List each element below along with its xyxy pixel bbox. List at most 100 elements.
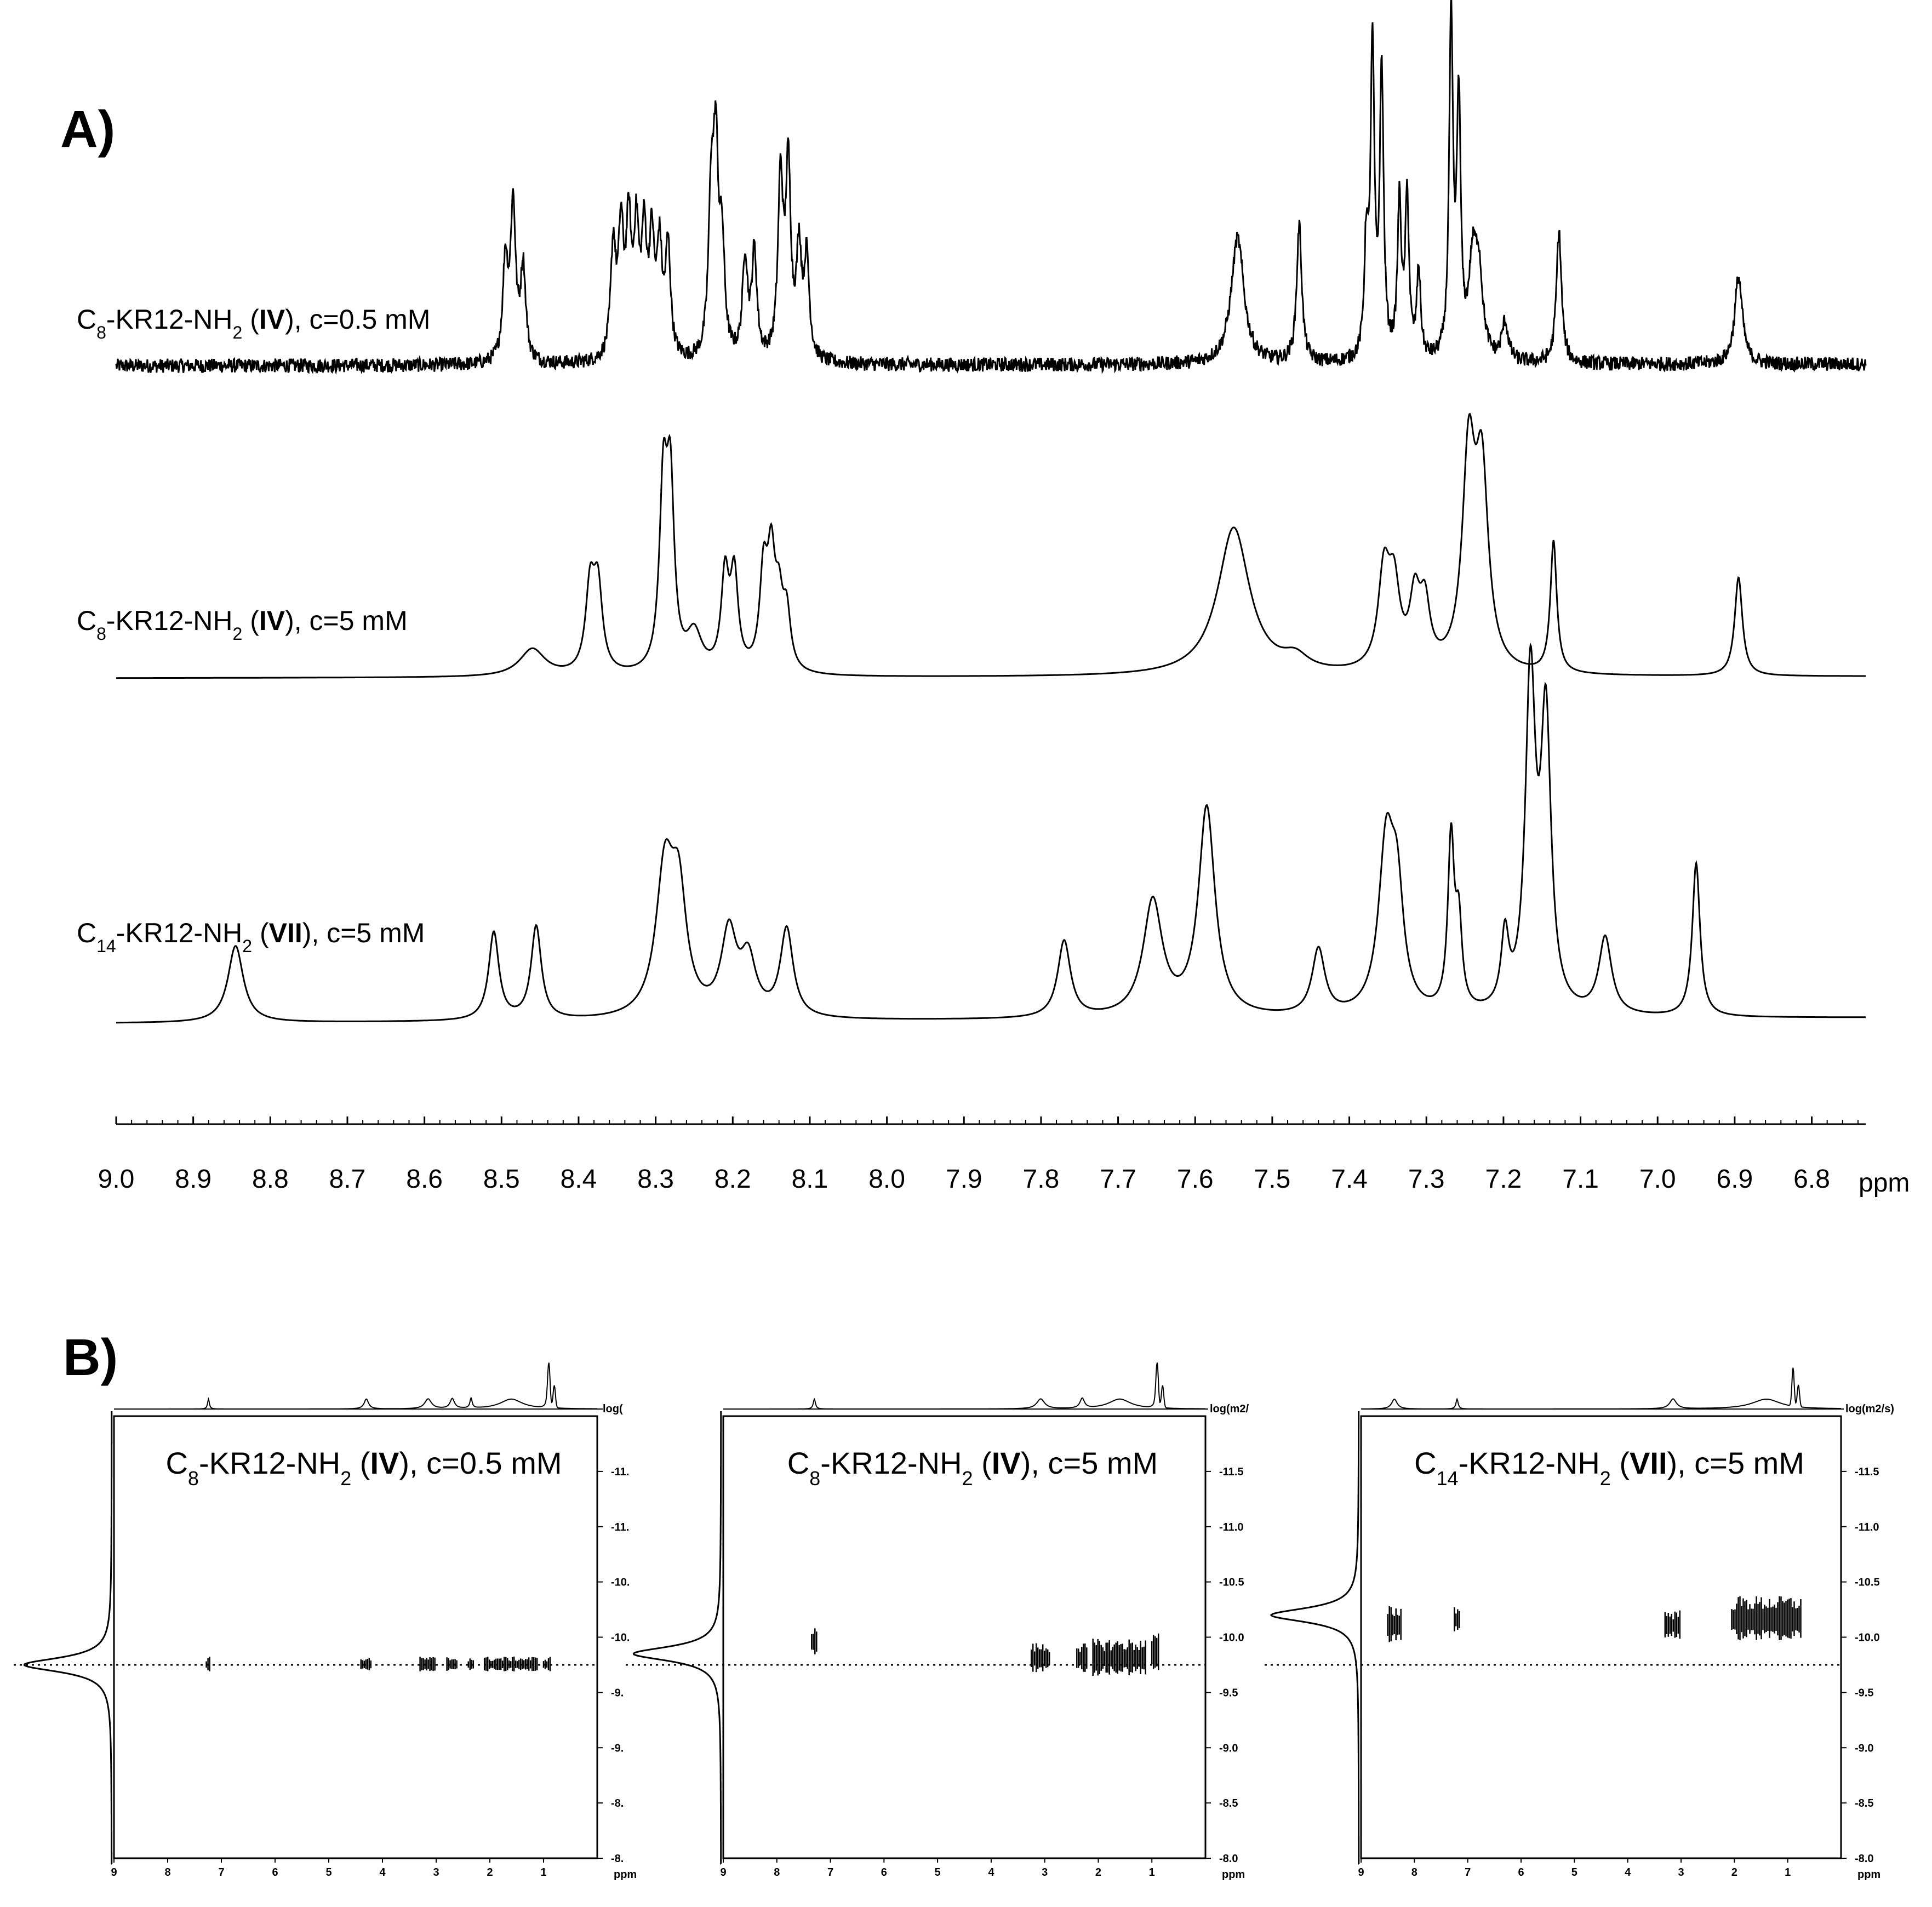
spectrum-line xyxy=(116,413,1866,679)
x-tick-label: 6 xyxy=(1518,1866,1524,1879)
x-tick-label: 2 xyxy=(487,1866,493,1879)
y-tick-label: -10.5 xyxy=(1855,1577,1880,1589)
tick-label: 8.3 xyxy=(637,1165,674,1194)
y-tick-label: -9.5 xyxy=(1855,1687,1873,1699)
axis-unit: ppm xyxy=(1859,1169,1910,1198)
tick-label: 8.7 xyxy=(329,1165,366,1194)
y-tick-label: -11.0 xyxy=(1219,1521,1243,1533)
dosy-panel-1: C8-KR12-NH2 (IV), c=0.5 mM log(-11. -11. -1… xyxy=(14,1362,637,1881)
y-tick-label: -8.5 xyxy=(1219,1797,1238,1809)
dosy-signal xyxy=(1454,1607,1460,1631)
dosy-signal xyxy=(360,1658,372,1670)
x-tick-label: 8 xyxy=(774,1866,780,1879)
tick-label: 7.0 xyxy=(1639,1165,1676,1194)
x-axis-unit: ppm xyxy=(614,1869,637,1881)
x-tick-label: 4 xyxy=(988,1866,994,1879)
spectrum-trace-3 xyxy=(116,642,1866,1024)
tick-label: 6.8 xyxy=(1793,1165,1830,1194)
dosy-title: C8-KR12-NH2 (IV), c=5 mM xyxy=(787,1446,1158,1490)
dosy-signal xyxy=(542,1657,551,1671)
x-tick-label: 7 xyxy=(1465,1866,1471,1879)
tick-label: 8.5 xyxy=(483,1165,520,1194)
y-tick-label: -10.0 xyxy=(1855,1632,1880,1644)
spectrum-line xyxy=(116,642,1866,1024)
y-tick-label: -11.0 xyxy=(1855,1521,1879,1533)
diffusion-projection xyxy=(1270,1411,1360,1865)
y-tick-label: -8.5 xyxy=(1855,1797,1873,1809)
dosy-signal xyxy=(1030,1643,1050,1673)
tick-label: 7.6 xyxy=(1177,1165,1214,1194)
tick-label: 7.1 xyxy=(1562,1165,1599,1194)
x-tick-label: 5 xyxy=(1571,1866,1577,1879)
tick-label: 8.9 xyxy=(175,1165,212,1194)
spectrum-label: C8-KR12-NH2 (IV), c=0.5 mM xyxy=(77,304,430,342)
x-tick-label: 9 xyxy=(1358,1866,1364,1879)
y-tick-label: -11. xyxy=(611,1466,629,1478)
tick-label: 8.4 xyxy=(561,1165,597,1194)
ppm-axis: 9.0 8.9 8.8 8.7 8.6 8.5 8.4 8.3 8.2 8.1 8.0 7.9 7.8 7… xyxy=(98,1116,1910,1198)
x-tick-label: 9 xyxy=(720,1866,726,1879)
diffusion-projection xyxy=(23,1411,113,1865)
y-tick-label: -8.0 xyxy=(1219,1853,1238,1865)
tick-label: 9.0 xyxy=(98,1165,135,1194)
dosy-signal xyxy=(419,1657,436,1671)
panel-b-dosy-spectra: C8-KR12-NH2 (IV), c=0.5 mM log(-11. -11. -1… xyxy=(14,1362,1894,1881)
tick-label: 7.8 xyxy=(1023,1165,1060,1194)
spectrum-trace-2 xyxy=(116,413,1866,679)
x-axis-unit: ppm xyxy=(1222,1869,1245,1881)
y-tick-label: -10. xyxy=(611,1577,630,1589)
projection-trace xyxy=(114,1362,597,1410)
y-tick-label: -9.0 xyxy=(1219,1742,1238,1754)
y-tick-label: -10.5 xyxy=(1219,1577,1244,1589)
y-tick-label: -9.0 xyxy=(1855,1742,1873,1754)
x-tick-label: 2 xyxy=(1731,1866,1737,1879)
panel-a-1d-spectra: C8-KR12-NH2 (IV), c=0.5 mM C8-KR12-NH2 (I… xyxy=(77,0,1910,1198)
y-tick-label: -11.5 xyxy=(1219,1466,1243,1478)
dosy-title: C14-KR12-NH2 (VII), c=5 mM xyxy=(1414,1446,1804,1490)
dosy-signal xyxy=(205,1657,210,1671)
tick-label: 7.2 xyxy=(1485,1165,1522,1194)
x-tick-label: 1 xyxy=(1785,1866,1791,1879)
tick-label: 7.9 xyxy=(946,1165,982,1194)
dosy-signal xyxy=(1664,1610,1681,1639)
y-tick-label: -8.0 xyxy=(1855,1853,1873,1865)
tick-label: 7.3 xyxy=(1408,1165,1445,1194)
x-tick-label: 5 xyxy=(935,1866,941,1879)
x-tick-label: 4 xyxy=(379,1866,386,1879)
y-axis-label: log(m2/ xyxy=(1210,1403,1249,1415)
x-tick-label: 5 xyxy=(325,1866,331,1879)
dosy-signal xyxy=(1731,1596,1802,1640)
tick-label: 7.5 xyxy=(1254,1165,1291,1194)
spectrum-label: C14-KR12-NH2 (VII), c=5 mM xyxy=(77,918,425,956)
diffusion-projection xyxy=(632,1411,722,1865)
y-tick-label: -10.0 xyxy=(1219,1632,1244,1644)
dosy-signal xyxy=(467,1658,475,1670)
y-tick-label: -9. xyxy=(611,1742,624,1754)
x-tick-label: 8 xyxy=(1411,1866,1417,1879)
x-tick-label: 6 xyxy=(272,1866,278,1879)
x-axis-unit: ppm xyxy=(1857,1869,1880,1881)
spectrum-trace-1 xyxy=(115,0,1867,375)
dosy-signal xyxy=(811,1628,818,1654)
x-tick-label: 3 xyxy=(433,1866,439,1879)
x-tick-label: 1 xyxy=(540,1866,546,1879)
dosy-panel-3: C14-KR12-NH2 (VII), c=5 mM log(m2/s) -11.5… xyxy=(1265,1367,1894,1881)
tick-label: 8.8 xyxy=(252,1165,289,1194)
spectrum-line xyxy=(115,0,1867,375)
dosy-signal xyxy=(483,1656,538,1671)
y-tick-label: -9.5 xyxy=(1219,1687,1238,1699)
projection-trace xyxy=(1361,1367,1841,1410)
projection-trace xyxy=(723,1362,1205,1410)
spectrum-label: C8-KR12-NH2 (IV), c=5 mM xyxy=(77,605,408,644)
tick-label: 8.1 xyxy=(792,1165,828,1194)
x-tick-label: 4 xyxy=(1625,1866,1631,1879)
tick-label: 8.6 xyxy=(406,1165,443,1194)
x-tick-label: 3 xyxy=(1678,1866,1684,1879)
dosy-signal xyxy=(1387,1606,1402,1642)
x-tick-label: 8 xyxy=(164,1866,170,1879)
tick-label: 7.7 xyxy=(1100,1165,1136,1194)
x-tick-label: 7 xyxy=(218,1866,224,1879)
y-tick-label: -11. xyxy=(611,1521,629,1533)
